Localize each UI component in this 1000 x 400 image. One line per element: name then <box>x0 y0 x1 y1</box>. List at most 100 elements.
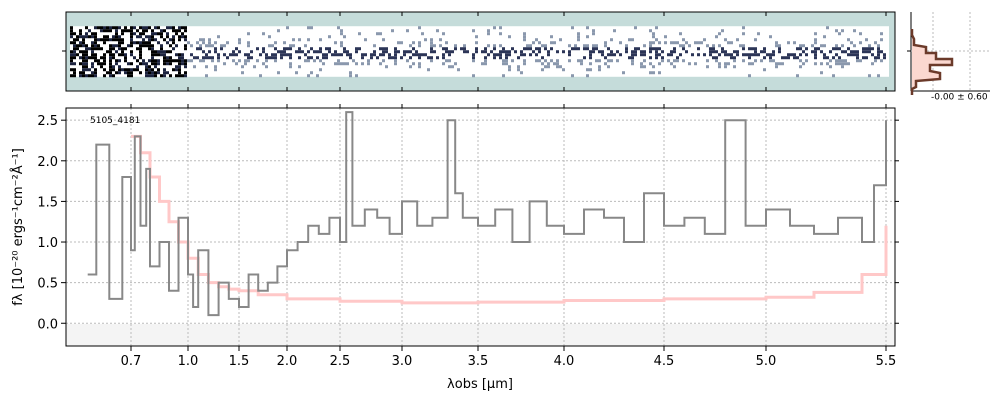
spectrum-2d-pixel <box>181 35 184 39</box>
spectrum-2d-pixel <box>661 59 664 63</box>
spectrum-2d-pixel <box>178 26 181 30</box>
spectrum-2d-pixel <box>178 62 181 66</box>
spectrum-2d-pixel <box>544 59 547 63</box>
spectrum-2d-pixel <box>283 41 286 45</box>
spectrum-2d-pixel <box>523 35 526 39</box>
spectrum-2d-pixel <box>151 50 154 54</box>
spectrum-2d-pixel <box>673 41 676 45</box>
spectrum-2d-pixel <box>742 53 745 57</box>
spectrum-2d-strip <box>70 26 889 77</box>
spectrum-2d-pixel <box>781 56 784 60</box>
spectrum-2d-pixel <box>178 29 181 33</box>
spectrum-2d-pixel <box>226 41 229 45</box>
spectrum-2d-pixel <box>841 44 844 48</box>
spectrum-2d-pixel <box>571 47 574 51</box>
spectrum-2d-pixel <box>790 53 793 57</box>
spectrum-2d-pixel <box>400 56 403 60</box>
spectrum-2d-pixel <box>178 38 181 42</box>
spectrum-2d-pixel <box>184 62 187 66</box>
spectrum-2d-pixel <box>724 53 727 57</box>
spectrum-2d-pixel <box>673 47 676 51</box>
spectrum-2d-pixel <box>868 74 871 78</box>
spectrum-2d-pixel <box>85 59 88 63</box>
x-tick-label: 4.5 <box>654 354 675 369</box>
spectrum-2d-pixel <box>877 74 880 78</box>
spectrum-2d-pixel <box>181 56 184 60</box>
spectrum-2d-pixel <box>382 59 385 63</box>
spectrum-2d-pixel <box>535 38 538 42</box>
spectrum-2d-pixel <box>115 44 118 48</box>
spectrum-2d-pixel <box>175 44 178 48</box>
spectrum-2d-pixel <box>193 56 196 60</box>
spectrum-2d-pixel <box>760 59 763 63</box>
spectrum-2d-pixel <box>235 53 238 57</box>
spectrum-2d-pixel <box>649 29 652 33</box>
spectrum-2d-pixel <box>382 38 385 42</box>
spectrum-2d-pixel <box>163 59 166 63</box>
spectrum-2d-pixel <box>151 47 154 51</box>
spectrum-2d-pixel <box>781 62 784 66</box>
spectrum-2d-pixel <box>112 44 115 48</box>
spectrum-2d-pixel <box>298 38 301 42</box>
spectrum-2d-pixel <box>220 47 223 51</box>
spectrum-2d-pixel <box>601 53 604 57</box>
spectrum-2d-pixel <box>772 50 775 54</box>
spectrum-2d-pixel <box>715 59 718 63</box>
spectrum-2d-pixel <box>91 65 94 69</box>
spectrum-2d-pixel <box>418 26 421 30</box>
spectrum-2d-pixel <box>145 26 148 30</box>
spectrum-2d-pixel <box>112 68 115 72</box>
spectrum-2d-pixel <box>292 44 295 48</box>
spectrum-2d-pixel <box>160 47 163 51</box>
spectrum-2d-pixel <box>409 65 412 69</box>
spectrum-2d-pixel <box>154 62 157 66</box>
spectrum-2d-pixel <box>130 50 133 54</box>
spectrum-2d-pixel <box>643 53 646 57</box>
spectrum-2d-pixel <box>454 47 457 51</box>
spectrum-2d-pixel <box>124 68 127 72</box>
spectrum-2d-pixel <box>355 62 358 66</box>
spectrum-2d-pixel <box>151 29 154 33</box>
spectrum-2d-pixel <box>742 26 745 30</box>
spectrum-2d-pixel <box>679 32 682 36</box>
spectrum-2d-pixel <box>664 35 667 39</box>
spectrum-2d-pixel <box>574 47 577 51</box>
spectrum-2d-pixel <box>76 35 79 39</box>
spectrum-2d-pixel <box>463 50 466 54</box>
spectrum-2d-pixel <box>391 29 394 33</box>
x-tick-label: 1.0 <box>178 354 199 369</box>
spectrum-2d-pixel <box>637 47 640 51</box>
spectrum-2d-pixel <box>190 59 193 63</box>
spectrum-2d-pixel <box>91 41 94 45</box>
spectrum-2d-pixel <box>85 65 88 69</box>
spectrum-2d-pixel <box>409 44 412 48</box>
spectrum-2d-pixel <box>550 35 553 39</box>
spectrum-2d-pixel <box>733 56 736 60</box>
spectrum-2d-pixel <box>814 56 817 60</box>
x-tick-label: 3.5 <box>468 354 489 369</box>
spectrum-2d-pixel <box>91 47 94 51</box>
spectrum-2d-pixel <box>709 47 712 51</box>
spectrum-2d-pixel <box>577 47 580 51</box>
spectrum-2d-pixel <box>73 41 76 45</box>
spectrum-2d-pixel <box>355 74 358 78</box>
spectrum-2d-pixel <box>145 62 148 66</box>
spectrum-2d-pixel <box>814 32 817 36</box>
spectrum-2d-pixel <box>508 35 511 39</box>
spectrum-2d-pixel <box>322 53 325 57</box>
spectrum-2d-pixel <box>619 53 622 57</box>
spectrum-2d-pixel <box>829 65 832 69</box>
spectrum-2d-pixel <box>79 29 82 33</box>
spectrum-2d-pixel <box>97 26 100 30</box>
spectrum-2d-pixel <box>847 47 850 51</box>
spectrum-2d-pixel <box>514 50 517 54</box>
spectrum-2d-pixel <box>502 62 505 66</box>
spectrum-2d-pixel <box>421 53 424 57</box>
spectrum-1d-frame <box>65 107 896 347</box>
spectrum-2d-pixel <box>346 53 349 57</box>
spectrum-2d-pixel <box>127 44 130 48</box>
spectrum-2d-pixel <box>736 50 739 54</box>
spectrum-2d-pixel <box>517 56 520 60</box>
spectrum-2d-pixel <box>421 32 424 36</box>
spectrum-2d-pixel <box>367 62 370 66</box>
